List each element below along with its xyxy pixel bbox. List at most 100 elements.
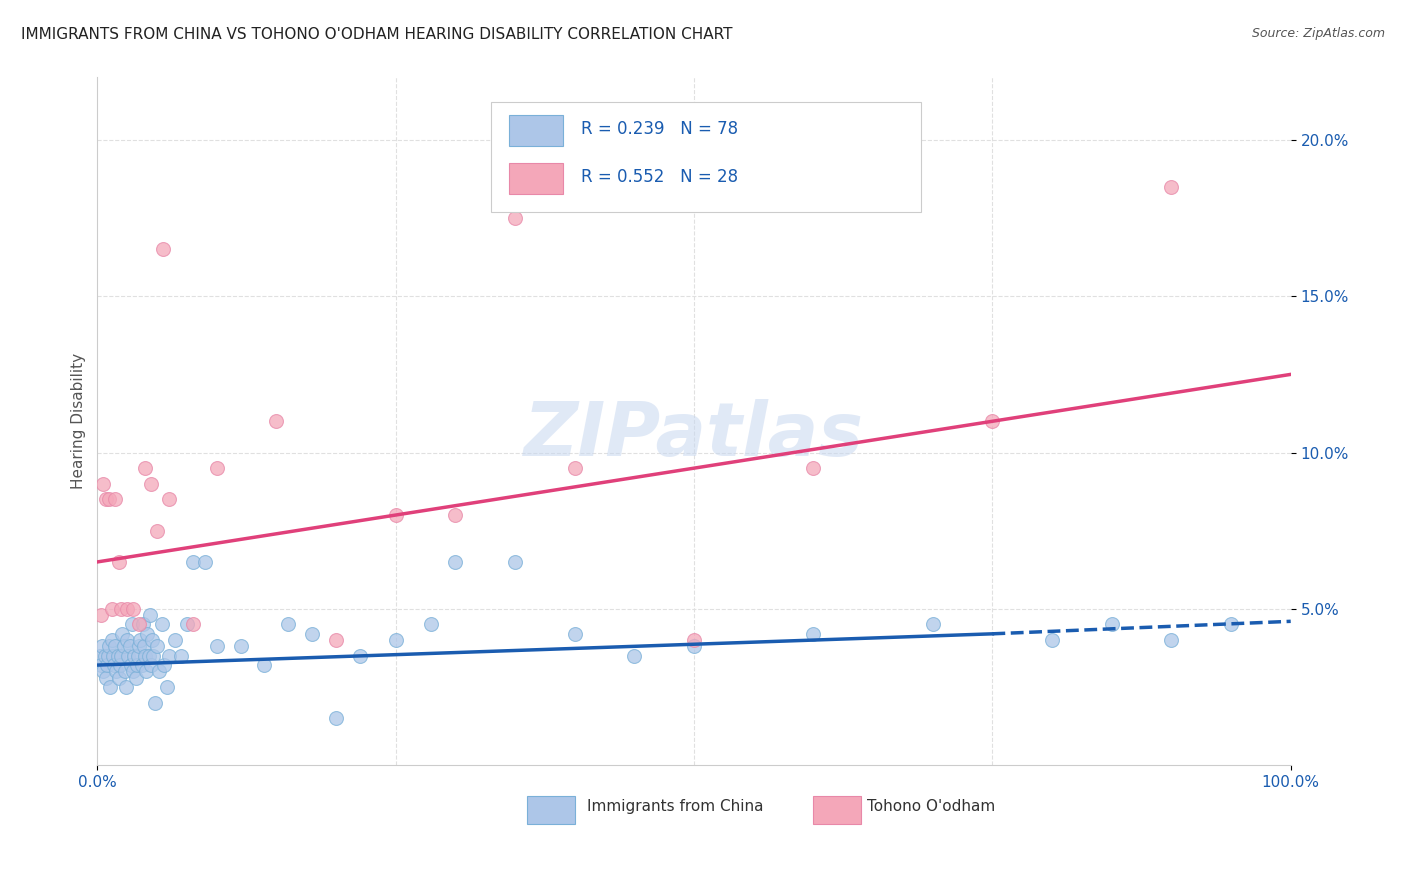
Point	[120, 658, 142, 673]
Text: IMMIGRANTS FROM CHINA VS TOHONO O'ODHAM HEARING DISABILITY CORRELATION CHART: IMMIGRANTS FROM CHINA VS TOHONO O'ODHAM …	[21, 27, 733, 42]
Point	[503, 211, 526, 226]
FancyBboxPatch shape	[491, 102, 921, 211]
Point	[157, 648, 180, 663]
Point	[683, 640, 706, 654]
Point	[153, 658, 176, 673]
Point	[205, 461, 228, 475]
FancyBboxPatch shape	[509, 163, 562, 194]
Point	[90, 608, 112, 623]
Point	[146, 524, 169, 538]
Point	[124, 648, 146, 663]
Point	[1160, 179, 1182, 194]
Point	[114, 665, 136, 679]
Point	[181, 555, 204, 569]
Point	[90, 658, 112, 673]
Point	[131, 617, 153, 632]
Point	[170, 648, 193, 663]
Point	[325, 633, 347, 648]
Point	[349, 648, 371, 663]
Point	[444, 508, 467, 522]
Point	[155, 680, 177, 694]
Point	[115, 680, 138, 694]
Point	[104, 640, 127, 654]
Point	[564, 627, 586, 641]
Text: Immigrants from China: Immigrants from China	[586, 799, 763, 814]
Point	[104, 492, 127, 507]
Point	[981, 414, 1004, 428]
Point	[115, 602, 138, 616]
Point	[181, 617, 204, 632]
Point	[118, 640, 141, 654]
Point	[157, 492, 180, 507]
Point	[108, 671, 131, 685]
Point	[683, 633, 706, 648]
Point	[100, 602, 122, 616]
Point	[94, 492, 117, 507]
Point	[444, 555, 467, 569]
Point	[105, 665, 128, 679]
Point	[384, 508, 406, 522]
Point	[100, 680, 122, 694]
Point	[1040, 633, 1063, 648]
Point	[110, 602, 132, 616]
Point	[420, 617, 443, 632]
FancyBboxPatch shape	[527, 796, 575, 823]
Point	[141, 633, 163, 648]
Point	[134, 461, 156, 475]
Point	[134, 648, 156, 663]
Point	[138, 648, 160, 663]
Point	[98, 640, 121, 654]
Point	[100, 633, 122, 648]
Text: Source: ZipAtlas.com: Source: ZipAtlas.com	[1251, 27, 1385, 40]
Point	[128, 617, 150, 632]
Point	[122, 602, 145, 616]
Point	[146, 640, 169, 654]
FancyBboxPatch shape	[509, 115, 562, 146]
Point	[139, 658, 162, 673]
Point	[93, 648, 115, 663]
Point	[107, 648, 129, 663]
Point	[108, 658, 131, 673]
Text: R = 0.552   N = 28: R = 0.552 N = 28	[581, 169, 738, 186]
Point	[121, 617, 143, 632]
Point	[266, 414, 288, 428]
Point	[142, 648, 165, 663]
Point	[135, 665, 157, 679]
Point	[623, 648, 645, 663]
Point	[127, 648, 149, 663]
Point	[94, 671, 117, 685]
Point	[115, 633, 138, 648]
Point	[325, 711, 347, 725]
Point	[205, 640, 228, 654]
Point	[97, 648, 120, 663]
Point	[803, 627, 825, 641]
Point	[1101, 617, 1123, 632]
Point	[89, 648, 111, 663]
Point	[125, 658, 148, 673]
Point	[103, 658, 125, 673]
Point	[131, 658, 153, 673]
Point	[143, 696, 166, 710]
Point	[98, 492, 121, 507]
Point	[1160, 633, 1182, 648]
Point	[194, 555, 217, 569]
Point	[148, 665, 170, 679]
Point	[128, 640, 150, 654]
Point	[91, 476, 114, 491]
Point	[921, 617, 943, 632]
Point	[150, 617, 173, 632]
Point	[163, 633, 186, 648]
Text: ZIPatlas: ZIPatlas	[524, 399, 865, 472]
Point	[253, 658, 276, 673]
Point	[111, 627, 134, 641]
Point	[129, 633, 152, 648]
Point	[132, 640, 155, 654]
Point	[101, 648, 124, 663]
Point	[384, 633, 406, 648]
Point	[152, 243, 174, 257]
Point	[136, 627, 159, 641]
Point	[112, 640, 135, 654]
Point	[277, 617, 299, 632]
Point	[139, 608, 162, 623]
Point	[229, 640, 252, 654]
